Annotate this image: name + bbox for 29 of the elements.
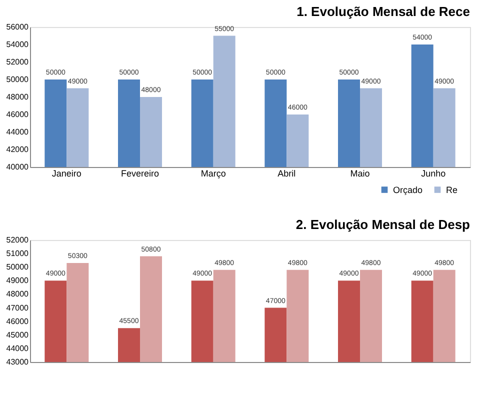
x-tick-label: Março (200, 168, 226, 178)
y-tick-label: 50000 (6, 262, 30, 272)
y-tick-label: 50000 (6, 75, 30, 84)
y-tick-label: 46000 (6, 316, 30, 326)
legend-label: Orçado (393, 184, 423, 195)
y-tick-label: 44000 (6, 128, 30, 136)
chart-title: 1. Evolução Mensal de Rece (296, 4, 470, 19)
x-tick-label: Maio (350, 168, 370, 178)
x-tick-label: Janeiro (52, 168, 82, 178)
y-tick-label: 46000 (6, 110, 30, 119)
y-tick-label: 51000 (6, 249, 30, 258)
y-tick-label: 54000 (6, 40, 30, 49)
y-tick-label: 44000 (6, 344, 30, 353)
y-tick-label: 47000 (6, 303, 30, 312)
y-tick-label: 52000 (6, 236, 30, 244)
x-tick-label: Fevereiro (120, 168, 160, 178)
y-tick-label: 52000 (6, 58, 30, 66)
y-tick-label: 40000 (6, 162, 30, 172)
y-tick-label: 48000 (6, 92, 30, 102)
y-tick-label: 49000 (6, 276, 30, 286)
y-tick-label: 48000 (6, 290, 30, 299)
chart-title: 2. Evolução Mensal de Desp (296, 217, 470, 232)
x-tick-label: Junho (421, 168, 446, 178)
legend-label: Re (446, 184, 458, 195)
y-tick-label: 43000 (6, 358, 30, 366)
y-tick-label: 45000 (6, 330, 30, 340)
x-tick-label: Abril (278, 168, 296, 178)
y-tick-label: 42000 (6, 145, 30, 154)
y-tick-label: 56000 (6, 22, 30, 32)
